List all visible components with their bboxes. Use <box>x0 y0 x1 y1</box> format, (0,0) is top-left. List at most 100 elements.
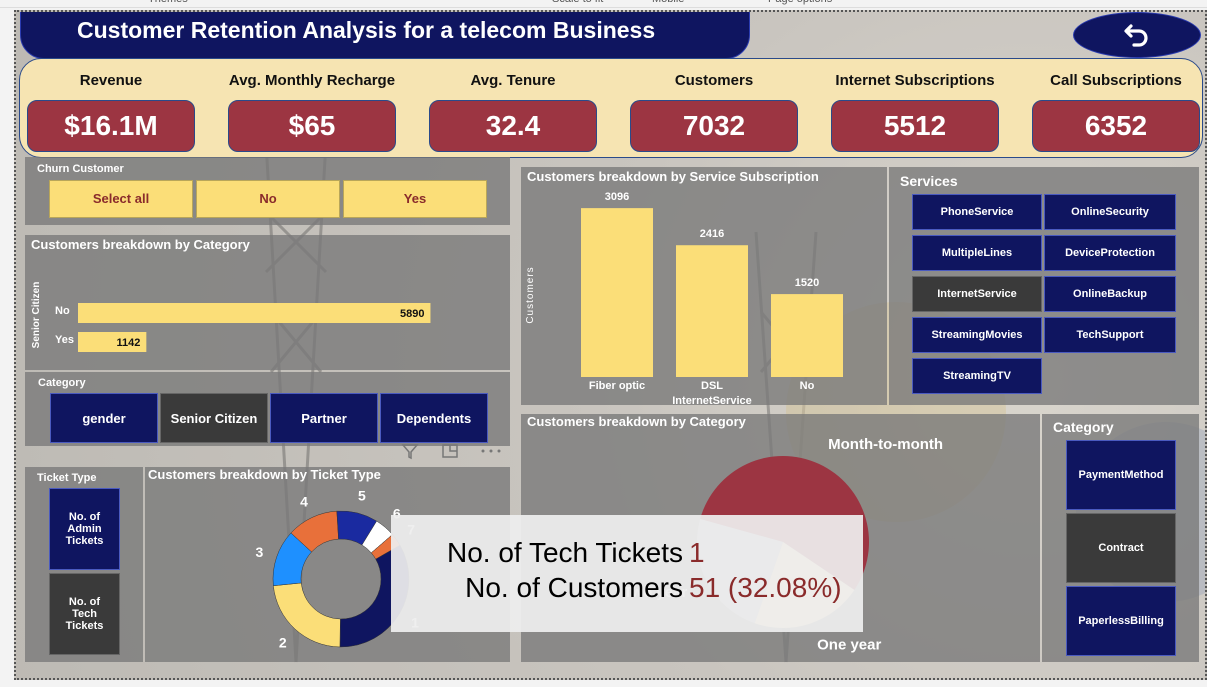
churn-option-select-all[interactable]: Select all <box>49 180 193 218</box>
kpi-label: Revenue <box>79 72 143 89</box>
bar-no <box>78 303 431 323</box>
chart-title: Customers breakdown by Service Subscript… <box>527 169 819 184</box>
kpi-label: Call Subscriptions <box>1050 72 1182 89</box>
ticket-type-slicer: Ticket Type No. of Admin Tickets No. of … <box>25 467 143 662</box>
kpi-value: 7032 <box>630 100 798 152</box>
donut-label: 6 <box>393 506 401 522</box>
service-option-onlinebackup[interactable]: OnlineBackup <box>1044 276 1176 312</box>
kpi-bar: Revenue $16.1M Avg. Monthly Recharge $65… <box>19 58 1203 158</box>
kpi-value: 32.4 <box>429 100 597 152</box>
category-option-partner[interactable]: Partner <box>270 393 378 443</box>
kpi-label: Customers <box>674 72 754 89</box>
churn-slicer-title: Churn Customer <box>37 163 124 175</box>
data-label: 1142 <box>116 337 140 349</box>
data-label: 1520 <box>795 277 819 289</box>
category-slicer-title: Category <box>38 377 86 389</box>
page-title: Customer Retention Analysis for a teleco… <box>20 12 750 59</box>
donut-label: 3 <box>256 544 264 560</box>
services-slicer: Services PhoneService OnlineSecurity Mul… <box>889 167 1199 405</box>
data-label: 2416 <box>700 228 724 240</box>
tooltip-value-tickets: 1 <box>689 537 705 568</box>
focus-mode-icon[interactable] <box>441 442 459 460</box>
donut-label: 5 <box>358 488 366 504</box>
axis-label: Customers <box>525 266 536 323</box>
data-label: 5890 <box>400 308 424 320</box>
kpi-revenue: Revenue $16.1M <box>27 59 195 159</box>
tick-label: No <box>800 380 815 392</box>
category-option-paymentmethod[interactable]: PaymentMethod <box>1066 440 1176 510</box>
kpi-customers: Customers 7032 <box>630 59 798 159</box>
data-label: 3096 <box>605 191 629 203</box>
bar-yes <box>78 332 147 352</box>
axis-label: Senior Citizen <box>31 282 42 349</box>
chart-tooltip: No. of Tech Tickets 1 No. of Customers 5… <box>391 515 863 632</box>
chart-title: Customers breakdown by Category <box>31 237 250 252</box>
services-slicer-title: Services <box>900 173 958 189</box>
kpi-avg-recharge: Avg. Monthly Recharge $65 <box>228 59 396 159</box>
report-canvas: Customer Retention Analysis for a teleco… <box>14 10 1207 680</box>
category-slicer: Category gender Senior Citizen Partner D… <box>25 372 510 446</box>
ribbon-item-scale[interactable]: Scale to fit <box>552 0 603 5</box>
visual-header <box>401 442 511 462</box>
service-option-streamingmovies[interactable]: StreamingMovies <box>912 317 1042 353</box>
pie-label: Month-to-month <box>828 436 943 453</box>
category-bar-chart: Customers breakdown by Category Senior C… <box>25 235 510 370</box>
service-option-multiplelines[interactable]: MultipleLines <box>912 235 1042 271</box>
service-option-deviceprotection[interactable]: DeviceProtection <box>1044 235 1176 271</box>
bar-fiber-optic <box>581 208 653 377</box>
kpi-avg-tenure: Avg. Tenure 32.4 <box>429 59 597 159</box>
service-bar-svg: Customers 3096 Fiber optic 2416 DSL 1520 No Int… <box>525 191 843 405</box>
kpi-call-subs: Call Subscriptions 6352 <box>1032 59 1200 159</box>
kpi-internet-subs: Internet Subscriptions 5512 <box>831 59 999 159</box>
ribbon-item-page-options[interactable]: Page options <box>768 0 832 5</box>
category-bar-svg: Senior Citizen No 5890 Yes 1142 <box>31 282 431 352</box>
category-label: No <box>55 305 70 317</box>
category-option-contract[interactable]: Contract <box>1066 513 1176 583</box>
ribbon-item-mobile[interactable]: Mobile <box>652 0 684 5</box>
category-option-dependents[interactable]: Dependents <box>380 393 488 443</box>
kpi-label: Internet Subscriptions <box>835 72 995 89</box>
donut-label: 4 <box>300 493 308 509</box>
tooltip-value-customers: 51 (32.08%) <box>689 572 842 603</box>
kpi-value: 6352 <box>1032 100 1200 152</box>
category-option-senior-citizen[interactable]: Senior Citizen <box>160 393 268 443</box>
category-slicer-2-title: Category <box>1053 419 1114 435</box>
ticket-option-tech[interactable]: No. of Tech Tickets <box>49 573 120 655</box>
kpi-label: Avg. Tenure <box>470 72 556 89</box>
churn-option-yes[interactable]: Yes <box>343 180 487 218</box>
service-option-techsupport[interactable]: TechSupport <box>1044 317 1176 353</box>
service-option-onlinesecurity[interactable]: OnlineSecurity <box>1044 194 1176 230</box>
donut-label: 2 <box>279 634 287 650</box>
churn-slicer: Churn Customer Select all No Yes <box>25 157 510 225</box>
axis-label: InternetService <box>672 395 751 405</box>
back-button[interactable] <box>1073 12 1201 58</box>
chart-title: Customers breakdown by Ticket Type <box>148 467 381 482</box>
ticket-slicer-title: Ticket Type <box>37 472 97 484</box>
category-option-paperlessbilling[interactable]: PaperlessBilling <box>1066 586 1176 656</box>
bar-no <box>771 294 843 377</box>
service-bar-chart: Customers breakdown by Service Subscript… <box>521 167 887 405</box>
more-options-icon[interactable] <box>479 442 503 460</box>
kpi-value: $16.1M <box>27 100 195 152</box>
service-option-phoneservice[interactable]: PhoneService <box>912 194 1042 230</box>
kpi-label: Avg. Monthly Recharge <box>228 72 396 89</box>
service-option-streamingtv[interactable]: StreamingTV <box>912 358 1042 394</box>
kpi-value: 5512 <box>831 100 999 152</box>
category-label: Yes <box>55 334 74 346</box>
category-option-gender[interactable]: gender <box>50 393 158 443</box>
ribbon-item-themes[interactable]: Themes <box>148 0 188 5</box>
tooltip-label-tickets: No. of Tech Tickets <box>446 537 683 568</box>
tick-label: Fiber optic <box>589 380 645 392</box>
tooltip-label-customers: No. of Customers <box>465 572 683 603</box>
churn-option-no[interactable]: No <box>196 180 340 218</box>
tick-label: DSL <box>701 380 723 392</box>
service-option-internetservice[interactable]: InternetService <box>912 276 1042 312</box>
ribbon-strip: Themes Scale to fit Mobile Page options <box>0 0 1207 8</box>
chart-title: Customers breakdown by Category <box>527 414 746 429</box>
category-slicer-2: Category PaymentMethod Contract Paperles… <box>1042 414 1199 662</box>
filter-icon[interactable] <box>401 442 419 460</box>
ticket-option-admin[interactable]: No. of Admin Tickets <box>49 488 120 570</box>
bar-dsl <box>676 245 748 377</box>
kpi-value: $65 <box>228 100 396 152</box>
undo-arrow-icon <box>1124 24 1148 47</box>
